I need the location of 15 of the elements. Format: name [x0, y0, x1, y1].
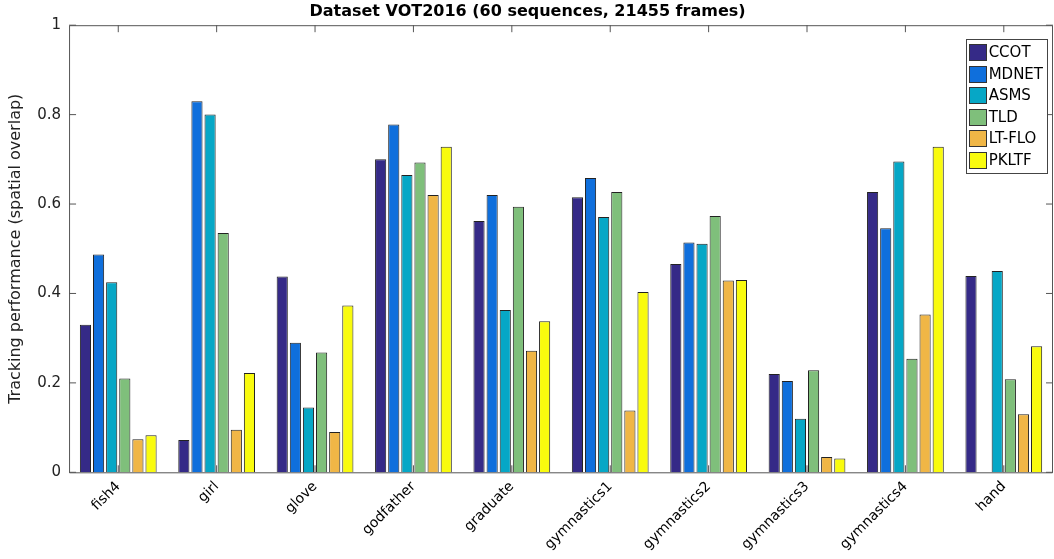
- legend-label: CCOT: [988, 42, 1031, 63]
- legend-label: MDNET: [988, 63, 1043, 85]
- legend-label: PKLTF: [988, 149, 1032, 171]
- legend-label: ASMS: [988, 85, 1031, 106]
- y-tick-label: 0.4: [37, 283, 62, 302]
- y-axis-title: Tracking performance (spatial overlap): [4, 93, 24, 405]
- legend-label: TLD: [988, 106, 1018, 128]
- legend-label: LT-FLO: [988, 128, 1037, 149]
- y-tick-label: 0.8: [37, 104, 62, 123]
- chart-title: Dataset VOT2016 (60 sequences, 21455 frames): [309, 0, 746, 20]
- x-tick-label: girl: [194, 477, 222, 505]
- y-tick-label: 0.6: [37, 193, 62, 212]
- y-tick-label: 0: [51, 462, 62, 481]
- y-tick-label: 1: [51, 15, 62, 34]
- y-tick-label: 0.2: [37, 372, 62, 391]
